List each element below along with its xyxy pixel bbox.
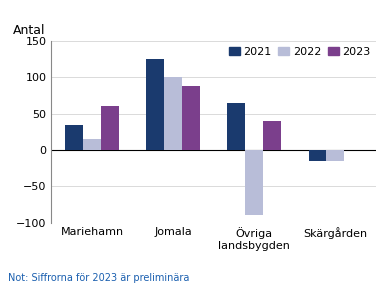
Bar (101, 106, 119, 150)
Text: Antal: Antal (13, 24, 45, 37)
Bar (263, 121, 281, 150)
Bar (228, 103, 245, 150)
Text: Not: Siffrorna för 2023 är preliminära: Not: Siffrorna för 2023 är preliminära (8, 273, 189, 283)
Bar (308, 150, 326, 161)
Bar (146, 59, 164, 150)
Bar (65, 124, 83, 150)
Bar (164, 77, 182, 150)
Bar (83, 139, 101, 150)
Bar (245, 150, 263, 215)
Bar (182, 86, 200, 150)
Legend: 2021, 2022, 2023: 2021, 2022, 2023 (229, 47, 370, 57)
Bar (326, 150, 344, 161)
